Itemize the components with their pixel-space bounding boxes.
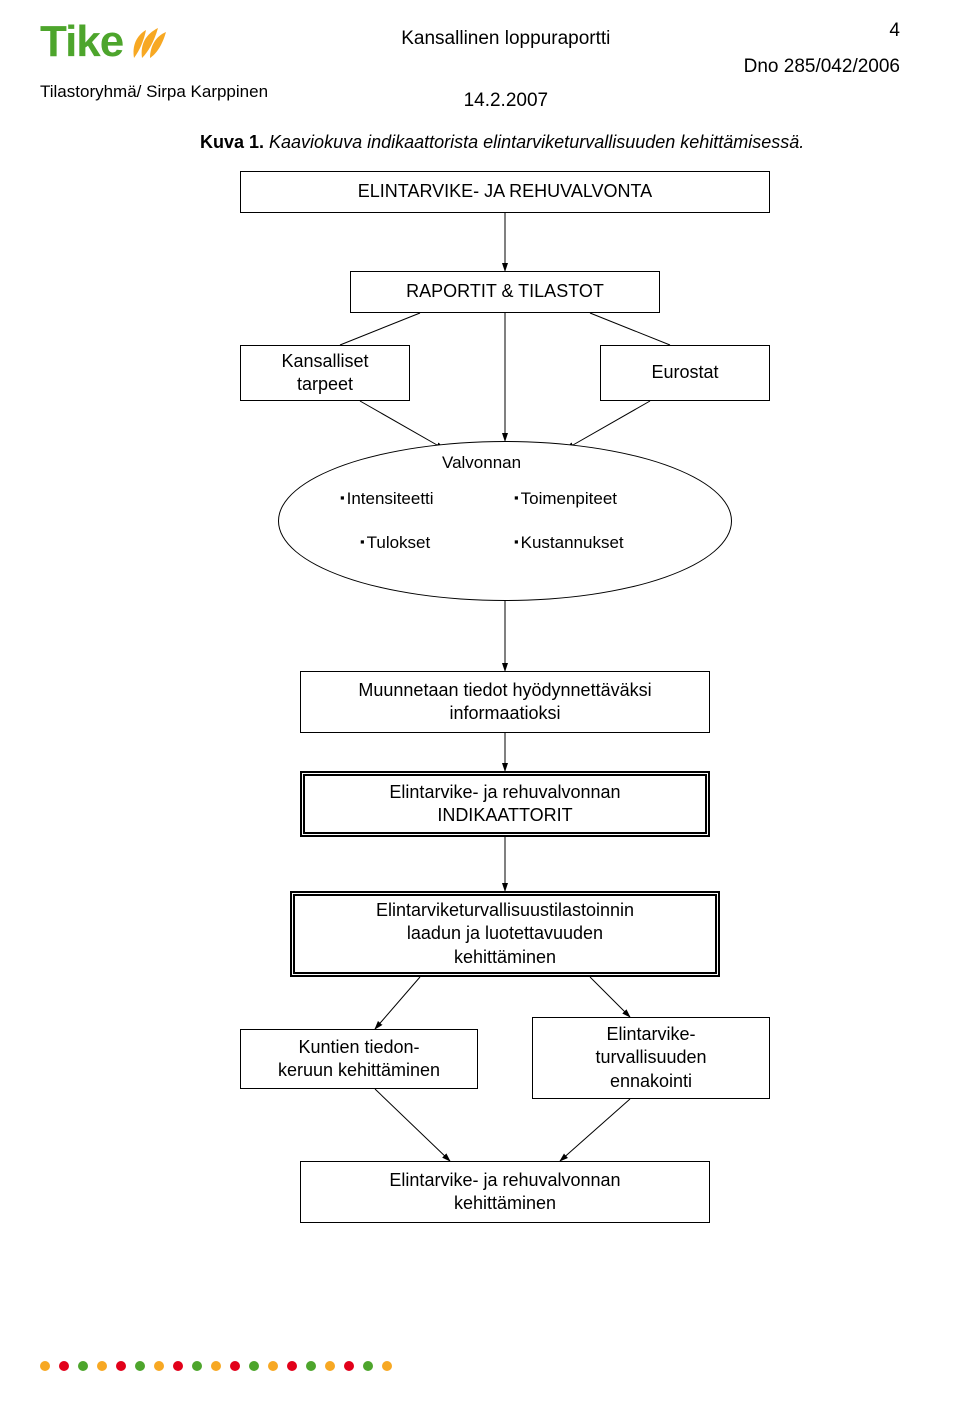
footer-dot xyxy=(363,1361,373,1371)
box-ennakointi: Elintarvike- turvallisuuden ennakointi xyxy=(532,1017,770,1099)
page-root: Tike Tilastoryhmä/ Sirpa Karppinen Kansa… xyxy=(0,0,960,1391)
dno-number: Dno 285/042/2006 xyxy=(744,56,900,78)
footer-dot xyxy=(59,1361,69,1371)
footer-dot xyxy=(173,1361,183,1371)
box-top-text: ELINTARVIKE- JA REHUVALVONTA xyxy=(358,180,652,203)
caption-label: Kuva 1. xyxy=(200,132,264,152)
figure-area: Kuva 1. Kaaviokuva indikaattorista elint… xyxy=(200,132,920,1351)
footer-dot xyxy=(78,1361,88,1371)
box-quality-text: Elintarviketurvallisuustilastoinnin laad… xyxy=(376,899,634,969)
leaf-icon xyxy=(126,20,168,62)
page-header: Tike Tilastoryhmä/ Sirpa Karppinen Kansa… xyxy=(40,0,920,112)
box-bottom-text: Elintarvike- ja rehuvalvonnan kehittämin… xyxy=(389,1169,620,1216)
box-bottom: Elintarvike- ja rehuvalvonnan kehittämin… xyxy=(300,1161,710,1223)
box-eurostat-text: Eurostat xyxy=(651,361,718,384)
figure-caption: Kuva 1. Kaaviokuva indikaattorista elint… xyxy=(200,132,920,153)
box-indicators-text: Elintarvike- ja rehuvalvonnan INDIKAATTO… xyxy=(389,781,620,828)
footer-dot xyxy=(325,1361,335,1371)
box-top: ELINTARVIKE- JA REHUVALVONTA xyxy=(240,171,770,213)
box-reports: RAPORTIT & TILASTOT xyxy=(350,271,660,313)
footer-dot xyxy=(287,1361,297,1371)
ellipse-b4: Kustannukset xyxy=(514,533,624,553)
footer-dot xyxy=(344,1361,354,1371)
ellipse-b2: Toimenpiteet xyxy=(514,489,617,509)
logo: Tike xyxy=(40,20,268,64)
page-number: 4 xyxy=(744,20,900,42)
footer-dot xyxy=(382,1361,392,1371)
box-national-needs: Kansalliset tarpeet xyxy=(240,345,410,401)
logo-block: Tike Tilastoryhmä/ Sirpa Karppinen xyxy=(40,20,268,102)
footer-dots xyxy=(40,1361,392,1371)
box-indicators: Elintarvike- ja rehuvalvonnan INDIKAATTO… xyxy=(300,771,710,837)
ellipse-b3: Tulokset xyxy=(360,533,430,553)
footer-dot xyxy=(135,1361,145,1371)
org-subtitle: Tilastoryhmä/ Sirpa Karppinen xyxy=(40,82,268,102)
box-reports-text: RAPORTIT & TILASTOT xyxy=(406,280,604,303)
header-right: 4 Dno 285/042/2006 xyxy=(744,20,920,78)
flowchart: ELINTARVIKE- JA REHUVALVONTA RAPORTIT & … xyxy=(200,171,840,1351)
footer-dot xyxy=(97,1361,107,1371)
logo-text: Tike xyxy=(40,20,123,64)
footer-dot xyxy=(192,1361,202,1371)
footer-dot xyxy=(211,1361,221,1371)
footer-dot xyxy=(306,1361,316,1371)
footer-dot xyxy=(249,1361,259,1371)
report-title: Kansallinen loppuraportti xyxy=(268,28,744,50)
box-ennakointi-text: Elintarvike- turvallisuuden ennakointi xyxy=(595,1023,706,1093)
header-center: Kansallinen loppuraportti 14.2.2007 xyxy=(268,20,744,112)
footer-dot xyxy=(116,1361,126,1371)
ellipse-heading: Valvonnan xyxy=(452,453,521,473)
footer-dot xyxy=(268,1361,278,1371)
box-kuntien-text: Kuntien tiedon- keruun kehittäminen xyxy=(278,1036,440,1083)
box-eurostat: Eurostat xyxy=(600,345,770,401)
footer-dot xyxy=(154,1361,164,1371)
box-convert-text: Muunnetaan tiedot hyödynnettäväksi infor… xyxy=(358,679,651,726)
footer-dot xyxy=(40,1361,50,1371)
report-date: 14.2.2007 xyxy=(268,90,744,112)
ellipse-b1: Intensiteetti xyxy=(340,489,434,509)
box-kuntien: Kuntien tiedon- keruun kehittäminen xyxy=(240,1029,478,1089)
box-nat-text: Kansalliset tarpeet xyxy=(281,350,368,397)
box-convert: Muunnetaan tiedot hyödynnettäväksi infor… xyxy=(300,671,710,733)
box-quality: Elintarviketurvallisuustilastoinnin laad… xyxy=(290,891,720,977)
caption-text: Kaaviokuva indikaattorista elintarviketu… xyxy=(264,132,804,152)
footer-dot xyxy=(230,1361,240,1371)
